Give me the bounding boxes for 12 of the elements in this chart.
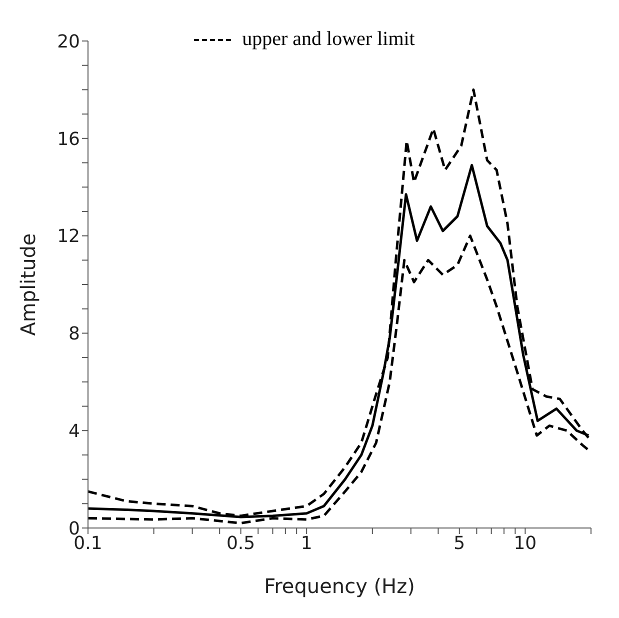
- y-tick-label: 8: [68, 324, 80, 345]
- y-tick-label: 20: [57, 31, 80, 52]
- x-tick-label: 5: [454, 532, 466, 554]
- y-tick-label: 12: [57, 226, 80, 248]
- y-tick-label: 4: [68, 420, 80, 442]
- x-axis-title: Frequency (Hz): [264, 574, 415, 598]
- y-axis-title: Amplitude: [16, 233, 40, 336]
- x-tick-label: 0.5: [226, 532, 256, 554]
- legend-label: upper and lower limit: [242, 28, 415, 51]
- x-tick-label: 1: [300, 532, 312, 554]
- x-tick-label: 10: [514, 532, 537, 554]
- y-tick-label: 16: [57, 128, 80, 150]
